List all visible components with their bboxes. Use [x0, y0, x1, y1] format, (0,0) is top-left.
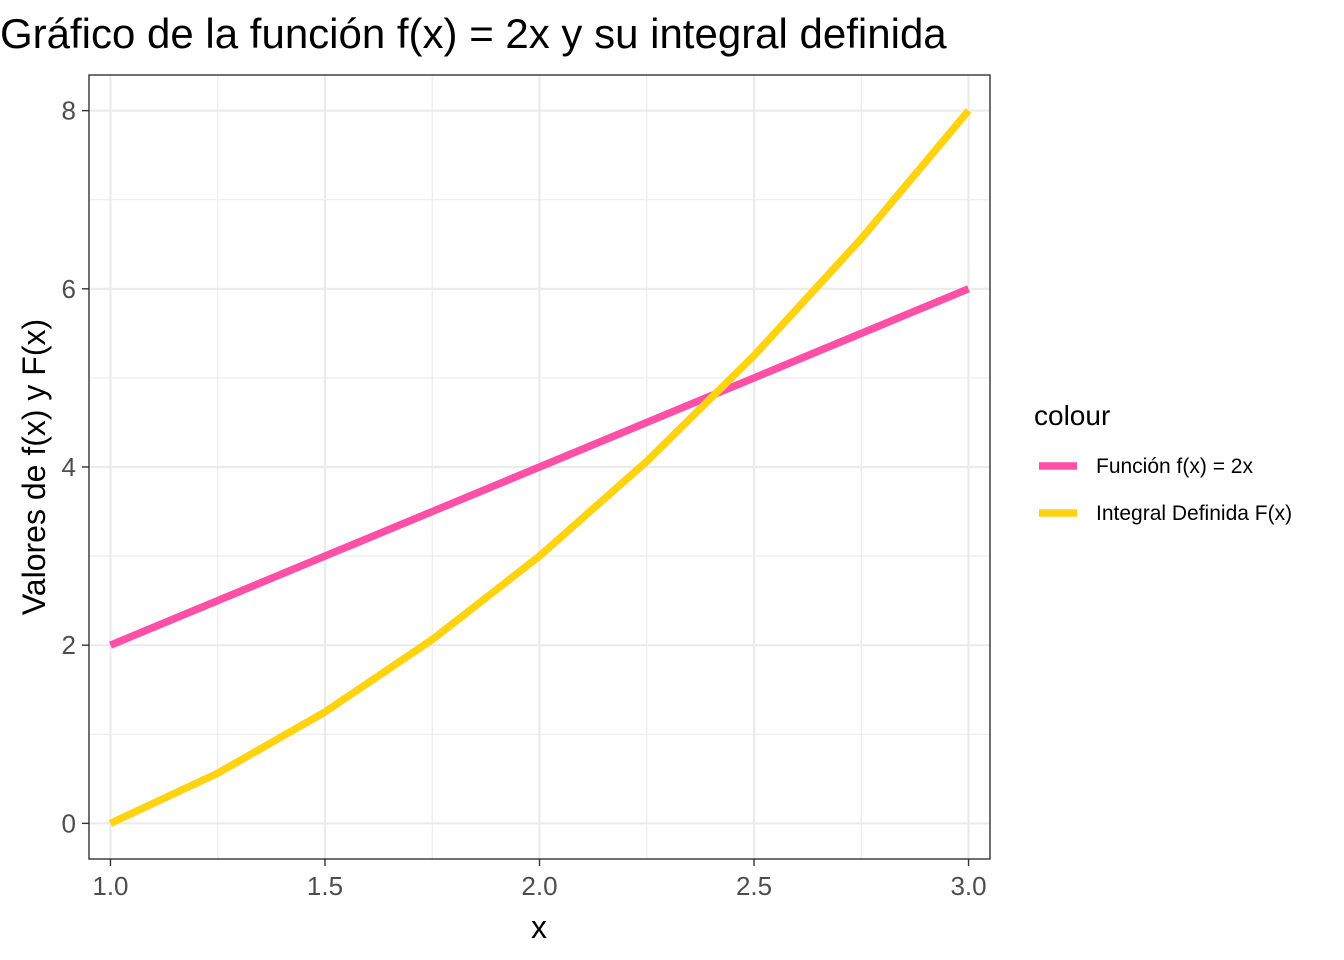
- plot-panel: [88, 74, 991, 860]
- x-axis: 1.0 1.5 2.0 2.5 3.0: [92, 859, 987, 901]
- y-axis-title: Valores de f(x) y F(x): [16, 319, 52, 615]
- legend-label-1: Función f(x) = 2x: [1096, 455, 1253, 478]
- series-line-1: [109, 285, 970, 649]
- x-tick-label: 3.0: [950, 871, 986, 901]
- x-tick-label: 2.0: [521, 871, 557, 901]
- y-tick-label: 0: [62, 808, 76, 838]
- series-lines: [108, 108, 972, 827]
- y-tick-label: 2: [62, 630, 76, 660]
- legend-items: Función f(x) = 2x Integral Definida F(x): [1039, 455, 1292, 525]
- y-tick-label: 6: [62, 274, 76, 304]
- y-axis: 0 2 4 6 8: [62, 96, 89, 838]
- chart-title: Gráfico de la función f(x) = 2x y su int…: [0, 10, 947, 57]
- series-line-2: [108, 108, 972, 827]
- legend-title: colour: [1034, 400, 1110, 431]
- x-tick-label: 1.0: [92, 871, 128, 901]
- x-axis-title: x: [531, 909, 547, 945]
- x-tick-label: 2.5: [736, 871, 772, 901]
- legend-label-2: Integral Definida F(x): [1096, 502, 1292, 525]
- y-tick-label: 8: [62, 96, 76, 126]
- x-tick-label: 1.5: [307, 871, 343, 901]
- y-tick-label: 4: [62, 452, 76, 482]
- legend: colour Función f(x) = 2x Integral Definid…: [1034, 400, 1292, 525]
